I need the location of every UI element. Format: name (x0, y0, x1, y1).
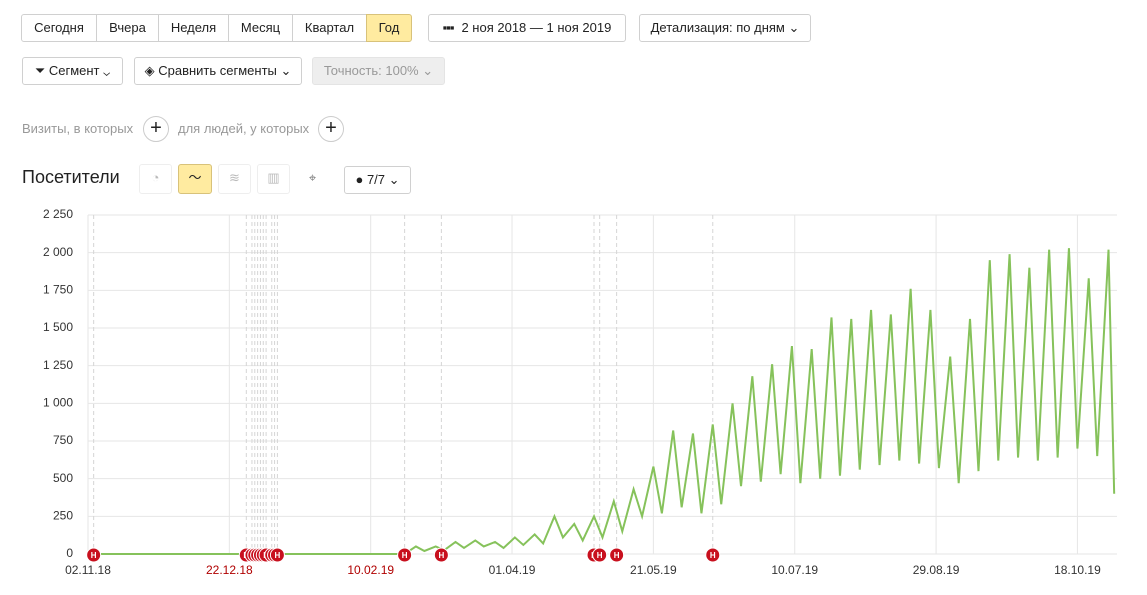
holiday-marker (433, 547, 449, 563)
period-button[interactable]: Год (366, 14, 412, 42)
date-range-button[interactable]: ▪▪▪ 2 ноя 2018 — 1 ноя 2019 (428, 14, 626, 42)
annotations-button[interactable]: ● 7/7 ⌄ (344, 166, 411, 194)
x-tick-label: 29.08.19 (913, 563, 960, 577)
period-button[interactable]: Сегодня (21, 14, 97, 42)
holiday-marker-label: Н (260, 551, 266, 560)
holiday-marker (86, 547, 102, 563)
holiday-marker (264, 547, 280, 563)
holiday-marker-label: Н (597, 551, 603, 560)
area-icon[interactable]: ≋ (218, 164, 251, 194)
y-tick-label: 1 500 (43, 320, 73, 334)
x-tick-label: 02.11.18 (65, 563, 111, 577)
holiday-marker-label: Н (255, 551, 261, 560)
line-icon[interactable]: 〜 (178, 164, 212, 194)
holiday-marker-label: Н (258, 551, 264, 560)
holiday-marker (705, 547, 721, 563)
x-tick-label: 21.05.19 (630, 563, 677, 577)
detail-button[interactable]: Детализация: по дням ⌄ (639, 14, 811, 42)
holiday-marker-label: Н (252, 551, 258, 560)
chart-title: Посетители (22, 167, 120, 187)
accuracy-button: Точность: 100% ⌄ (312, 57, 445, 85)
y-tick-label: 1 000 (43, 396, 73, 410)
y-tick-label: 0 (66, 546, 73, 560)
holiday-marker-label: Н (402, 551, 408, 560)
holiday-marker (244, 547, 260, 563)
period-button[interactable]: Неделя (158, 14, 229, 42)
x-tick-label: 10.02.19 (347, 563, 394, 577)
period-button[interactable]: Квартал (292, 14, 367, 42)
x-tick-label: 01.04.19 (489, 563, 536, 577)
segment-button[interactable]: ⏷ Сегмент ⌄ (22, 57, 123, 85)
x-tick-label: 22.12.18 (206, 563, 253, 577)
holiday-marker (247, 547, 263, 563)
period-button[interactable]: Месяц (228, 14, 293, 42)
holiday-marker-label: Н (614, 551, 620, 560)
pie-icon[interactable]: ◔ (139, 164, 172, 194)
counter: 7/7 (366, 172, 386, 187)
map-icon[interactable]: ⌖ (296, 164, 329, 194)
holiday-marker-label: Н (91, 551, 97, 560)
line (88, 248, 1116, 555)
add-visit-filter[interactable]: + (143, 116, 169, 142)
holiday-marker (592, 547, 608, 563)
date-range: 2 ноя 2018 — 1 ноя 2019 (461, 20, 612, 35)
holiday-marker-label: Н (243, 551, 249, 560)
holiday-marker-label: Н (710, 551, 716, 560)
visits-label: Визиты, в которых (22, 121, 134, 136)
holiday-marker-label: Н (438, 551, 444, 560)
holiday-marker (238, 547, 254, 563)
y-tick-label: 2 250 (43, 207, 73, 221)
people-label: для людей, у которых (178, 121, 310, 136)
holiday-marker (255, 547, 271, 563)
holiday-marker (269, 547, 285, 563)
holiday-marker (252, 547, 268, 563)
x-tick-label: 18.10.19 (1054, 563, 1101, 577)
period-button[interactable]: Вчера (96, 14, 159, 42)
holiday-marker-label: Н (275, 551, 281, 560)
holiday-marker-label: Н (269, 551, 275, 560)
y-tick-label: 1 750 (43, 283, 73, 297)
x-tick-label: 10.07.19 (771, 563, 818, 577)
detail: Детализация: по дням (650, 20, 785, 35)
compare-button[interactable]: ◈ Сравнить сегменты ⌄ (134, 57, 302, 85)
holiday-marker-label: Н (263, 551, 269, 560)
add-people-filter[interactable]: + (318, 116, 344, 142)
compare: Сравнить сегменты (158, 63, 277, 78)
y-tick-label: 2 000 (43, 245, 73, 259)
y-tick-label: 750 (53, 433, 73, 447)
y-tick-label: 250 (53, 509, 73, 523)
accuracy: Точность: 100% (323, 63, 419, 78)
holiday-marker-label: Н (249, 551, 255, 560)
y-tick-label: 500 (53, 471, 73, 485)
holiday-marker-label: Н (591, 551, 597, 560)
holiday-marker (250, 547, 266, 563)
holiday-marker (397, 547, 413, 563)
holiday-marker (586, 547, 602, 563)
holiday-marker (258, 547, 274, 563)
holiday-marker (267, 547, 283, 563)
holiday-marker-label: Н (272, 551, 278, 560)
segment: Сегмент (48, 63, 100, 78)
holiday-marker (609, 547, 625, 563)
bar-icon[interactable]: ▥ (257, 164, 290, 194)
y-tick-label: 1 250 (43, 358, 73, 372)
